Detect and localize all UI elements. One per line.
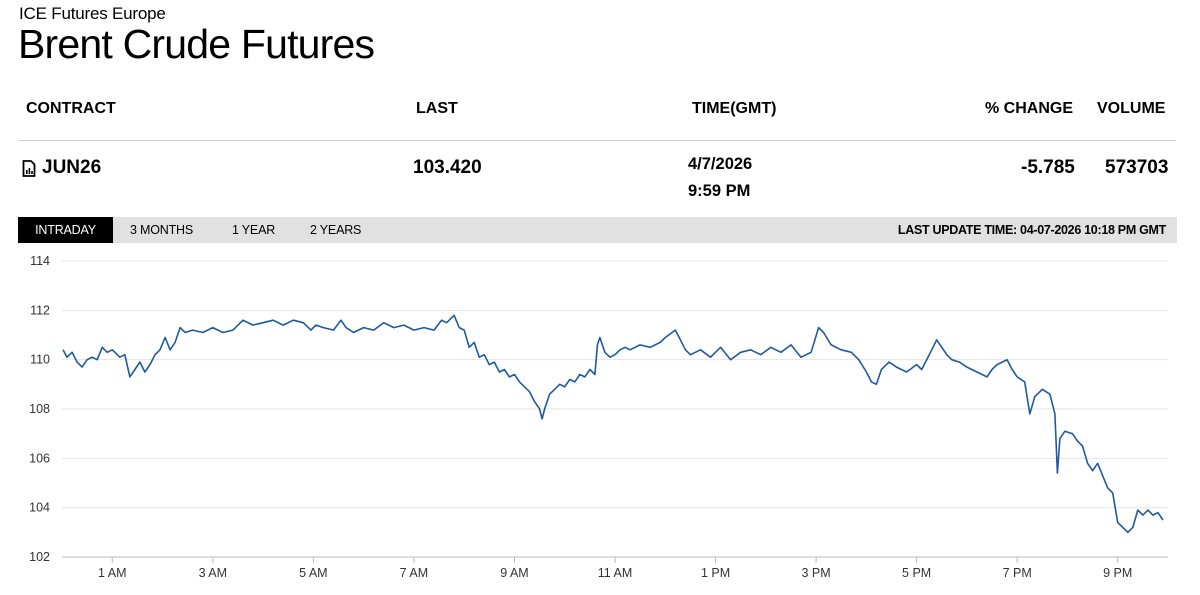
column-header-contract: CONTRACT <box>26 100 116 117</box>
y-tick-label: 102 <box>29 550 50 564</box>
last-price-value: 103.420 <box>413 157 482 178</box>
volume-value: 573703 <box>1105 157 1169 178</box>
chart-range-tabs: INTRADAY 3 MONTHS 1 YEAR 2 YEARS LAST UP… <box>18 217 1177 243</box>
series-group <box>62 314 1164 534</box>
y-tick-label: 114 <box>30 254 50 268</box>
x-tick-label: 7 PM <box>1003 566 1032 580</box>
y-tick-label: 106 <box>29 451 50 465</box>
x-tick-label: 5 PM <box>902 566 931 580</box>
document-chart-icon[interactable] <box>22 160 36 177</box>
x-tick-label: 1 PM <box>701 566 730 580</box>
x-tick-label: 9 AM <box>500 566 529 580</box>
last-update-time: LAST UPDATE TIME: 04-07-2026 10:18 PM GM… <box>897 223 1166 237</box>
x-tick-label: 11 AM <box>598 566 633 580</box>
x-tick-label: 3 AM <box>199 566 228 580</box>
percent-change-value: -5.785 <box>1021 157 1075 178</box>
x-tick-label: 3 PM <box>801 566 830 580</box>
trade-date-value: 4/7/2026 <box>688 155 753 173</box>
contract-value[interactable]: JUN26 <box>42 157 102 178</box>
trade-time-value: 9:59 PM <box>688 182 751 200</box>
chart-grid <box>62 260 1168 558</box>
tab-3-months[interactable]: 3 MONTHS <box>130 223 193 237</box>
x-axis: 1 AM 3 AM 5 AM 7 AM 9 AM 11 AM 1 PM 3 PM 5 PM 7 P… <box>62 556 1168 580</box>
x-tick-label: 5 AM <box>299 566 328 580</box>
tab-2-years[interactable]: 2 YEARS <box>310 223 362 237</box>
y-tick-label: 110 <box>30 353 50 367</box>
x-tick-label: 9 PM <box>1103 566 1132 580</box>
column-header-last: LAST <box>416 100 458 117</box>
y-tick-label: 104 <box>29 501 50 515</box>
column-header-volume: VOLUME <box>1097 100 1166 117</box>
column-header-change: % CHANGE <box>985 100 1074 117</box>
table-divider <box>18 140 1176 141</box>
column-header-time: TIME(GMT) <box>692 100 777 117</box>
x-tick-label: 7 AM <box>400 566 429 580</box>
exchange-name: ICE Futures Europe <box>19 4 166 23</box>
x-tick-label: 1 AM <box>98 566 127 580</box>
tab-intraday[interactable]: INTRADAY <box>18 217 113 243</box>
y-tick-label: 108 <box>29 402 50 416</box>
y-axis: 102 104 106 108 110 112 114 <box>29 254 50 564</box>
y-tick-label: 112 <box>30 303 50 317</box>
tab-1-year[interactable]: 1 YEAR <box>232 223 276 237</box>
page-title: Brent Crude Futures <box>18 21 375 67</box>
price-series-line-0 <box>62 314 1164 534</box>
